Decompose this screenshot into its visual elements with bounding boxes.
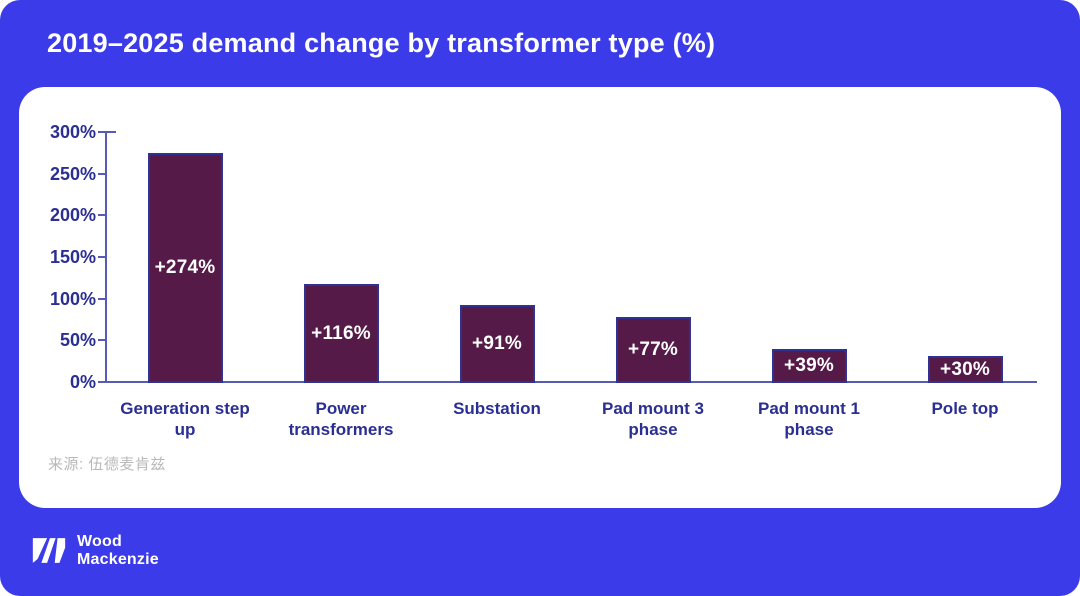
wood-mackenzie-logo-icon — [32, 538, 66, 563]
y-axis-tick — [98, 381, 105, 383]
source-note: 来源: 伍德麦肯兹 — [48, 456, 166, 473]
x-axis-category-label-line: Pad mount 3 — [601, 399, 704, 418]
x-axis-category-label-line: Power — [315, 399, 367, 418]
y-axis-top-cap — [107, 131, 116, 133]
x-axis-category-label-line: Pole top — [931, 399, 999, 418]
plot-area: 0% 50% 100% 150% 200% 250% 300% +274% Generation… — [19, 87, 1061, 508]
x-axis-category-label: Generation step up — [107, 398, 263, 440]
bar-value-label: +116% — [311, 322, 371, 344]
y-axis-tick-label: 150% — [49, 247, 96, 267]
x-axis-category-label-line: Pad mount 1 — [757, 399, 860, 418]
x-axis-category-label: Pole top — [887, 398, 1043, 419]
x-axis-category-label-line: up — [174, 420, 196, 439]
logo-text: Wood Mackenzie — [77, 533, 159, 568]
bar-value-label: +30% — [940, 358, 990, 380]
y-axis-tick-label: 250% — [49, 163, 96, 184]
y-axis-tick — [98, 214, 105, 217]
x-axis-category-label: Power transformers — [263, 398, 419, 440]
chart-title: 2019–2025 demand change by transformer t… — [47, 28, 716, 58]
y-axis-tick-label: 0% — [69, 372, 96, 392]
logo-text-line2: Mackenzie — [77, 550, 159, 568]
y-axis-tick — [98, 172, 105, 175]
bar: +116% — [303, 284, 379, 383]
x-axis-category-label-line: Generation step — [120, 399, 250, 418]
y-axis-tick-label: 50% — [59, 330, 96, 351]
x-axis-category-label-line: Substation — [453, 399, 541, 418]
y-axis-line — [105, 131, 107, 383]
bar-value-label: +91% — [472, 333, 522, 355]
y-axis-tick-label: 100% — [49, 288, 96, 309]
bar-value-label: +77% — [628, 338, 678, 360]
x-axis-category-label-line: phase — [628, 420, 678, 439]
x-axis-category-label: Pad mount 3 phase — [575, 398, 731, 440]
x-axis-category-label-line: phase — [784, 420, 834, 439]
bar-value-label: +274% — [154, 256, 216, 278]
x-axis-category-label: Pad mount 1 phase — [731, 398, 887, 440]
y-axis-tick — [98, 131, 105, 133]
bar-value-label: +39% — [784, 354, 834, 376]
x-axis-category-label: Substation — [419, 398, 575, 419]
wood-mackenzie-logo: Wood Mackenzie — [30, 533, 159, 568]
bar: +274% — [147, 152, 223, 383]
bar: +30% — [927, 356, 1003, 383]
y-axis-tick — [98, 297, 105, 300]
chart-card: 0% 50% 100% 150% 200% 250% 300% +274% Generation… — [19, 87, 1061, 508]
x-axis-category-label-line: transformers — [288, 420, 394, 439]
bar: +39% — [771, 348, 847, 383]
y-axis-tick-label: 200% — [49, 205, 96, 226]
logo-text-line1: Wood — [77, 533, 122, 550]
bar: +77% — [615, 316, 691, 383]
bar: +91% — [459, 305, 535, 383]
y-axis-tick — [98, 256, 105, 258]
y-axis-tick-label: 300% — [49, 122, 96, 142]
y-axis-tick — [98, 339, 105, 342]
x-axis-line — [105, 381, 1037, 383]
